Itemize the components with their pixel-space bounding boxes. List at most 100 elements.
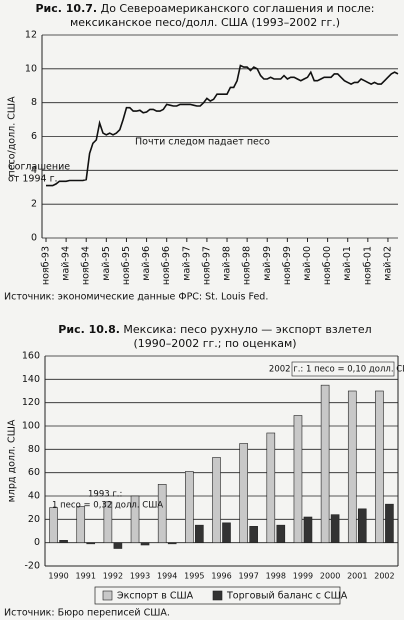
y-tick-label: 20 xyxy=(28,514,40,525)
bar xyxy=(276,524,286,543)
y-tick-label: 100 xyxy=(22,421,40,432)
figure-label: Рис. 10.7. xyxy=(35,2,97,15)
y-tick-label: 10 xyxy=(25,63,37,74)
x-tick-label: май-95 xyxy=(101,246,112,281)
bar xyxy=(103,501,113,543)
legend-label: Торговый баланс с США xyxy=(226,591,348,602)
legend-swatch xyxy=(102,590,113,601)
y-tick-label: 140 xyxy=(22,374,40,385)
x-tick-label: 1994 xyxy=(157,572,177,581)
x-tick-label: нояб-95 xyxy=(121,246,132,285)
bar xyxy=(293,415,303,543)
legend-swatch xyxy=(212,590,223,601)
x-tick-label: 1998 xyxy=(266,572,286,581)
x-tick-label: май-02 xyxy=(382,246,393,281)
x-tick-label: нояб-97 xyxy=(201,246,212,285)
bar xyxy=(157,484,167,543)
bar xyxy=(385,503,394,543)
x-tick-label: май-94 xyxy=(61,246,72,281)
x-tick-label: май-98 xyxy=(222,246,233,281)
x-tick-label: нояб-99 xyxy=(282,246,293,285)
x-tick-label: нояб-93 xyxy=(41,246,52,285)
y-tick-label: 2 xyxy=(31,199,37,210)
bar xyxy=(113,542,123,549)
bar xyxy=(222,522,231,543)
y-tick-label: 6 xyxy=(31,131,37,142)
x-tick-label: 1992 xyxy=(103,572,123,581)
bar xyxy=(249,526,258,543)
y-axis-label: песо/долл. США xyxy=(7,96,18,177)
bar xyxy=(76,506,86,543)
x-tick-label: нояб-94 xyxy=(81,246,92,285)
bar xyxy=(330,514,340,543)
x-tick-label: нояб-98 xyxy=(242,246,253,285)
annotation: Почти следом падает песо xyxy=(135,137,270,148)
source: Источник: Бюро переписей США. xyxy=(4,608,170,619)
annotation: 1993 г.: xyxy=(88,490,122,500)
x-tick-label: 1995 xyxy=(184,572,204,581)
x-tick-label: май-99 xyxy=(262,246,273,281)
x-tick-label: нояб-00 xyxy=(322,246,333,285)
bar xyxy=(167,542,177,545)
bar xyxy=(320,384,330,543)
title-line: Мексика: песо рухнуло — экспорт взлетел xyxy=(123,323,371,336)
x-tick-label: 1993 xyxy=(130,572,150,581)
figure-label: Рис. 10.8. xyxy=(58,323,120,336)
y-tick-label: 80 xyxy=(28,444,40,455)
x-tick-label: май-00 xyxy=(302,246,313,281)
line xyxy=(46,64,399,187)
x-tick-label: 1996 xyxy=(211,572,231,581)
x-tick-label: май-97 xyxy=(181,246,192,281)
y-tick-label: 12 xyxy=(25,30,37,41)
y-tick-label: -20 xyxy=(24,561,40,572)
bar xyxy=(212,457,221,543)
chart-title: мексиканское песо/долл. США (1993–2002 г… xyxy=(70,16,340,29)
x-tick-label: 1991 xyxy=(76,572,96,581)
bar xyxy=(303,516,313,543)
y-tick-label: 0 xyxy=(34,537,40,548)
bar xyxy=(266,432,276,543)
annotation: от 1994 г. xyxy=(8,174,58,185)
bar xyxy=(195,524,204,543)
x-tick-label: 2002 xyxy=(374,572,394,581)
x-tick-label: 1990 xyxy=(48,572,68,581)
y-tick-label: 160 xyxy=(22,351,40,362)
bar xyxy=(86,542,96,545)
y-tick-label: 0 xyxy=(31,233,37,244)
y-axis-label: млрд долл. США xyxy=(7,419,18,502)
chart-title: (1990–2002 гг.; по оценкам) xyxy=(133,337,296,350)
x-tick-label: 1997 xyxy=(238,572,258,581)
chart-title: Рис. 10.7. До Североамериканского соглаш… xyxy=(35,2,374,15)
bar xyxy=(375,390,384,543)
x-tick-label: май-01 xyxy=(342,246,353,281)
bar xyxy=(357,508,367,543)
y-tick-label: 8 xyxy=(31,97,37,108)
x-tick-label: 1999 xyxy=(293,572,313,581)
bar xyxy=(185,471,194,543)
x-tick-label: май-96 xyxy=(141,246,152,281)
bar xyxy=(59,540,68,543)
bar xyxy=(347,390,357,543)
annotation: 2002 г.: 1 песо = 0,10 долл. США xyxy=(269,365,404,375)
annotation: Соглашение xyxy=(8,162,70,173)
legend-label: Экспорт в США xyxy=(117,591,194,602)
y-tick-label: 40 xyxy=(28,491,40,502)
x-tick-label: 2001 xyxy=(347,572,367,581)
title-line: До Североамериканского соглашения и посл… xyxy=(101,2,375,15)
legend-box xyxy=(94,586,341,605)
annotation: 1 песо = 0,32 долл. США xyxy=(52,501,163,511)
bar xyxy=(239,443,248,543)
x-tick-label: нояб-01 xyxy=(362,246,373,285)
x-tick-label: нояб-96 xyxy=(161,246,172,285)
y-tick-label: 60 xyxy=(28,467,40,478)
annotation-box xyxy=(291,361,395,377)
bar xyxy=(140,542,150,546)
x-tick-label: 2000 xyxy=(320,572,340,581)
bar xyxy=(49,507,58,543)
bar xyxy=(130,495,140,543)
y-tick-label: 4 xyxy=(31,165,37,176)
source: Источник: экономические данные ФРС: St. … xyxy=(4,292,268,303)
chart-title: Рис. 10.8. Мексика: песо рухнуло — экспо… xyxy=(58,323,371,336)
y-tick-label: 120 xyxy=(22,397,40,408)
